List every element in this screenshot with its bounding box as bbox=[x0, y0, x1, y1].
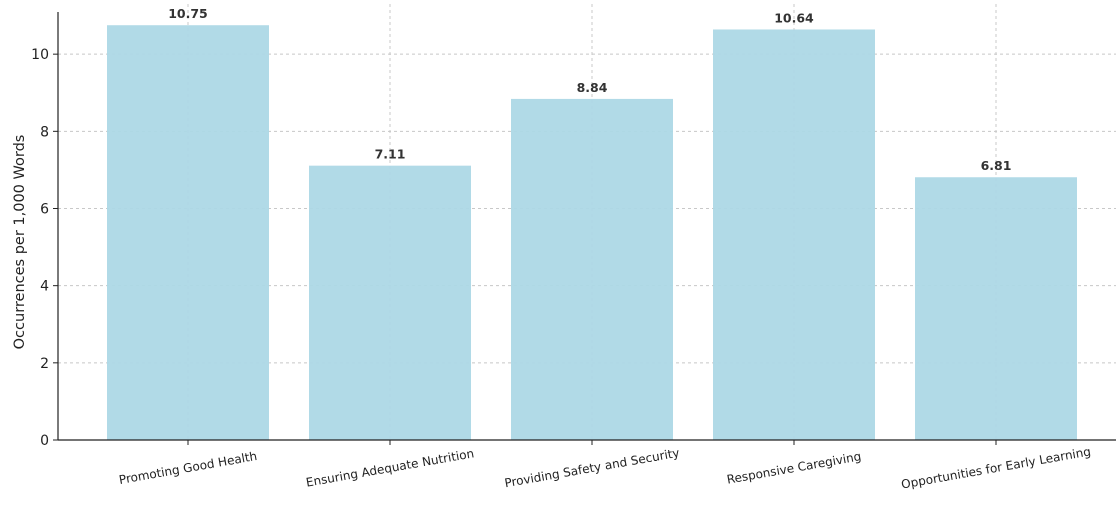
y-tick-label: 2 bbox=[40, 356, 49, 372]
value-labels: 10.75 7.11 8.84 10.64 6.81 bbox=[168, 6, 1011, 173]
bar bbox=[511, 98, 673, 441]
x-tick-label: Ensuring Adequate Nutrition bbox=[305, 446, 475, 489]
axes bbox=[53, 12, 1116, 445]
bar bbox=[713, 29, 875, 441]
bar-value-label: 6.81 bbox=[981, 158, 1012, 173]
y-tick-labels: 0 2 4 6 8 10 bbox=[31, 47, 49, 449]
x-tick-label: Promoting Good Health bbox=[118, 449, 258, 487]
y-tick-label: 10 bbox=[31, 47, 49, 63]
y-tick-label: 4 bbox=[40, 279, 49, 295]
y-tick-label: 8 bbox=[40, 124, 49, 140]
bar-value-label: 8.84 bbox=[577, 80, 608, 95]
x-tick-label: Opportunities for Early Learning bbox=[900, 444, 1092, 491]
x-tick-labels: Promoting Good Health Ensuring Adequate N… bbox=[118, 444, 1092, 491]
bar bbox=[309, 165, 471, 441]
bar bbox=[915, 177, 1077, 440]
x-tick-label: Responsive Caregiving bbox=[726, 449, 863, 486]
bar-value-label: 10.75 bbox=[168, 6, 208, 21]
bars bbox=[107, 25, 1077, 441]
y-axis-title: Occurrences per 1,000 Words bbox=[12, 135, 28, 350]
bar bbox=[107, 25, 269, 440]
y-tick-label: 6 bbox=[40, 201, 49, 217]
x-tick-label: Providing Safety and Security bbox=[503, 446, 680, 491]
bar-value-label: 7.11 bbox=[375, 147, 406, 162]
y-tick-label: 0 bbox=[40, 433, 49, 449]
bar-value-label: 10.64 bbox=[774, 10, 814, 25]
